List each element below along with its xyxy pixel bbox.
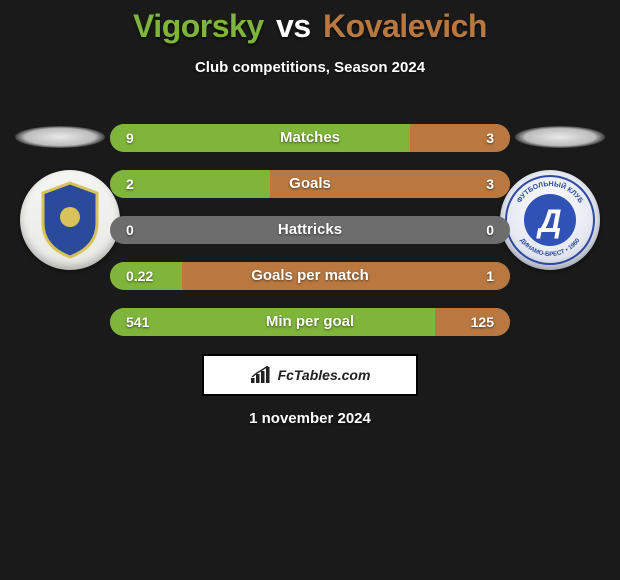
headline: Vigorsky vs Kovalevich <box>0 0 620 45</box>
stat-label: Goals per match <box>110 262 510 290</box>
stat-row: 23Goals <box>0 170 620 200</box>
stat-label: Matches <box>110 124 510 152</box>
player2-name: Kovalevich <box>323 8 487 44</box>
stat-label: Hattricks <box>110 216 510 244</box>
vs-label: vs <box>276 8 311 44</box>
subtitle: Club competitions, Season 2024 <box>0 59 620 76</box>
stat-row: 00Hattricks <box>0 216 620 246</box>
brand-badge: FcTables.com <box>202 354 418 396</box>
footer-date: 1 november 2024 <box>0 410 620 427</box>
stat-row: 541125Min per goal <box>0 308 620 338</box>
stat-label: Min per goal <box>110 308 510 336</box>
stat-row: 0.221Goals per match <box>0 262 620 292</box>
stat-label: Goals <box>110 170 510 198</box>
stats-container: 93Matches 23Goals 00Hattricks 0.221Goals pe… <box>0 124 620 354</box>
stat-row: 93Matches <box>0 124 620 154</box>
brand-text: FcTables.com <box>278 367 371 383</box>
player1-name: Vigorsky <box>133 8 264 44</box>
bar-chart-icon <box>250 366 272 384</box>
